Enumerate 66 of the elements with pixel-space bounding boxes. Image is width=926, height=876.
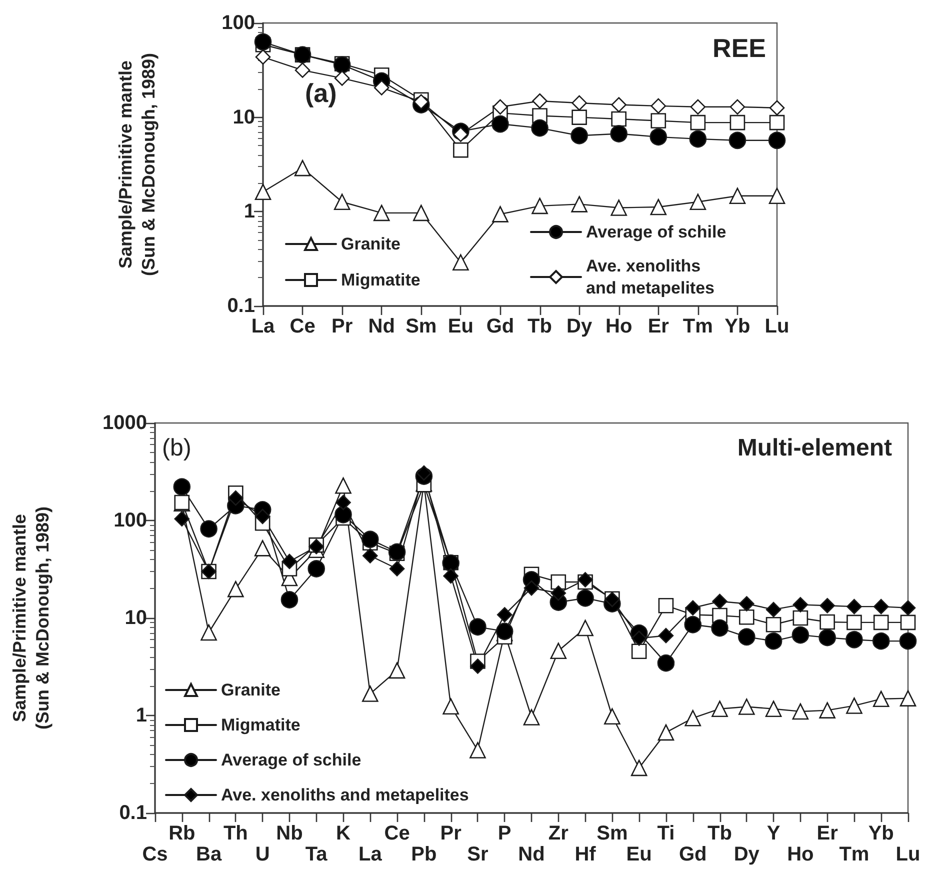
x-tick-label: Nd — [518, 844, 545, 866]
x-tick-label: Dy — [566, 316, 593, 338]
x-tick-label: Er — [816, 822, 838, 844]
y-axis-title: Sample/Primitive mantle (Sun & McDonough, 1989) — [10, 506, 52, 730]
x-tick-label: Lu — [764, 316, 790, 338]
annotation: Multi-element — [737, 434, 892, 462]
legend-label: Granite — [221, 680, 281, 700]
x-tick-label: Th — [223, 822, 248, 844]
x-tick-label: Er — [648, 316, 670, 338]
y-tick-label: 0.1 — [119, 802, 147, 824]
y-axis-title: Sample/Primitive mantle (Sun & McDonough, 1989) — [116, 52, 158, 276]
y-tick-label: 1000 — [102, 412, 147, 434]
legend-label: Granite — [341, 234, 401, 254]
x-tick-label: U — [255, 844, 270, 866]
x-tick-label: Eu — [448, 316, 474, 338]
x-tick-label: Gd — [486, 316, 514, 338]
x-tick-label: Nd — [368, 316, 395, 338]
legend-label: Migmatite — [341, 270, 420, 290]
x-tick-label: Tb — [528, 316, 552, 338]
y-tick-label: 100 — [114, 510, 147, 532]
x-tick-label: Pr — [440, 822, 462, 844]
x-tick-label: Nb — [276, 822, 303, 844]
y-tick-label: 1 — [136, 704, 147, 726]
x-tick-label: Sm — [596, 822, 628, 844]
x-tick-label: Ce — [290, 316, 316, 338]
annotation: (a) — [305, 78, 337, 108]
x-tick-label: Dy — [734, 844, 760, 866]
x-tick-label: Ti — [657, 822, 675, 844]
x-tick-label: P — [498, 822, 512, 844]
x-tick-label: Ho — [787, 844, 814, 866]
y-tick-label: 10 — [124, 607, 147, 629]
x-tick-label: Gd — [678, 844, 707, 866]
x-tick-label: Zr — [548, 822, 569, 844]
x-tick-label: K — [336, 822, 352, 844]
x-tick-label: Pb — [411, 844, 437, 866]
x-tick-label: Sr — [467, 844, 488, 866]
legend-label: Migmatite — [221, 716, 300, 734]
x-tick-label: Pr — [332, 316, 353, 338]
x-tick-label: Hf — [574, 844, 596, 866]
annotation: REE — [712, 33, 766, 63]
x-tick-label: La — [251, 316, 276, 338]
x-tick-label: Tm — [682, 316, 713, 338]
annotation: (b) — [162, 434, 192, 462]
x-tick-label: Rb — [168, 822, 196, 844]
y-tick-label: 100 — [222, 12, 255, 34]
y-tick-label: 0.1 — [227, 295, 255, 317]
legend-label: Average of schile — [586, 222, 726, 242]
x-tick-label: Ba — [196, 844, 222, 866]
y-tick-label: 10 — [232, 106, 255, 128]
x-tick-label: Cs — [142, 844, 168, 866]
x-tick-label: Tb — [708, 822, 732, 844]
x-tick-label: Tm — [839, 844, 870, 866]
x-tick-label: Ta — [305, 844, 328, 866]
x-tick-label: Y — [766, 822, 781, 844]
legend-label: Ave. xenoliths and metapelites — [221, 786, 469, 804]
legend-label: Average of schile — [221, 750, 362, 770]
y-tick-label: 1 — [244, 200, 255, 223]
x-tick-label: Ho — [606, 316, 632, 338]
x-tick-label: Lu — [896, 844, 920, 866]
x-tick-label: La — [358, 844, 383, 866]
legend-label: Ave. xenoliths and metapelites — [586, 256, 714, 298]
x-tick-label: Eu — [626, 844, 652, 866]
x-tick-label: Yb — [868, 822, 894, 844]
x-tick-label: Ce — [384, 822, 410, 844]
x-tick-label: Yb — [724, 316, 750, 338]
x-tick-label: Sm — [406, 316, 437, 338]
